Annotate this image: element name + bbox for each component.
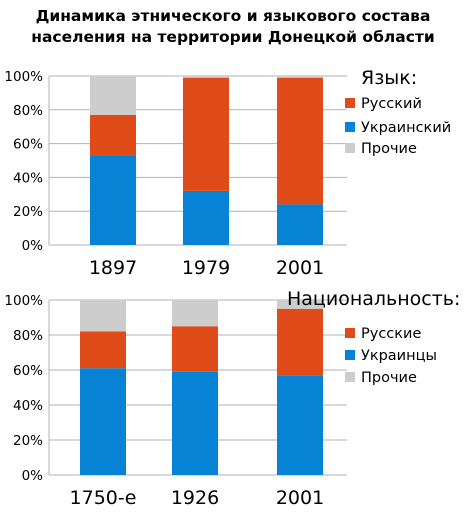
nationality-category-label: 1750-е <box>70 487 137 509</box>
nationality-bar-ukrainian-1 <box>172 371 218 475</box>
language-legend-swatch-other <box>345 143 355 153</box>
language-ytick-label: 80% <box>13 103 43 119</box>
language-legend-label-russian: Русский <box>361 96 422 112</box>
language-legend-swatch-russian <box>345 98 355 108</box>
language-bar-russian-1 <box>183 77 229 191</box>
nationality-bar-russian-1 <box>172 326 218 372</box>
nationality-legend-label-russian: Русские <box>361 326 421 342</box>
nationality-ytick-label: 60% <box>13 363 43 379</box>
language-bar-other-0 <box>90 76 136 115</box>
nationality-bar-other-0 <box>80 300 126 332</box>
nationality-category-label: 1926 <box>171 487 219 509</box>
nationality-category-label: 2001 <box>276 487 324 509</box>
language-ytick-label: 60% <box>13 137 43 153</box>
language-chart: 0% 20% 40% 60% 80% 100% 1897 1979 2001 Язык: Русск… <box>4 67 451 279</box>
language-ytick-label: 20% <box>13 204 43 220</box>
language-bar-ukrainian-0 <box>90 155 136 245</box>
nationality-ytick-label: 20% <box>13 433 43 449</box>
nationality-legend-label-ukrainian: Украинцы <box>361 348 437 364</box>
nationality-legend-swatch-ukrainian <box>345 350 355 360</box>
nationality-bar-other-2 <box>277 300 323 309</box>
language-category-label: 2001 <box>276 257 324 279</box>
chart-title-line-1: Динамика этнического и языкового состава <box>35 7 431 25</box>
chart-title-line-2: населения на территории Донецкой области <box>31 28 435 46</box>
language-ytick-label: 40% <box>13 170 43 186</box>
language-bar-other-2 <box>277 76 323 78</box>
language-bar-russian-2 <box>277 77 323 205</box>
nationality-bar-ukrainian-2 <box>277 375 323 475</box>
nationality-ytick-label: 0% <box>22 468 44 484</box>
language-bar-other-1 <box>183 76 229 78</box>
language-bar-ukrainian-1 <box>183 190 229 245</box>
nationality-legend-swatch-russian <box>345 328 355 338</box>
nationality-bar-ukrainian-0 <box>80 368 126 475</box>
nationality-bar-russian-0 <box>80 331 126 369</box>
nationality-ytick-label: 40% <box>13 398 43 414</box>
nationality-legend-label-other: Прочие <box>361 370 417 386</box>
language-ytick-label: 100% <box>4 69 43 85</box>
language-legend-label-ukrainian: Украинский <box>361 120 451 136</box>
nationality-bar-russian-2 <box>277 308 323 376</box>
language-category-label: 1979 <box>182 257 230 279</box>
language-legend-swatch-ukrainian <box>345 122 355 132</box>
language-chart-heading: Язык: <box>361 67 417 89</box>
nationality-chart-heading: Национальность: <box>287 288 460 310</box>
language-bar-russian-0 <box>90 114 136 156</box>
nationality-ytick-label: 80% <box>13 328 43 344</box>
language-category-label: 1897 <box>89 257 137 279</box>
nationality-ytick-label: 100% <box>4 293 43 309</box>
language-ytick-label: 0% <box>22 238 44 254</box>
language-bar-ukrainian-2 <box>277 204 323 245</box>
nationality-chart: 0% 20% 40% 60% 80% 100% 1750-е 1926 2001 Национал… <box>4 288 460 509</box>
nationality-legend-swatch-other <box>345 372 355 382</box>
language-legend-label-other: Прочие <box>361 141 417 157</box>
chart-title: Динамика этнического и языкового состава… <box>0 6 466 48</box>
nationality-bar-other-1 <box>172 300 218 327</box>
